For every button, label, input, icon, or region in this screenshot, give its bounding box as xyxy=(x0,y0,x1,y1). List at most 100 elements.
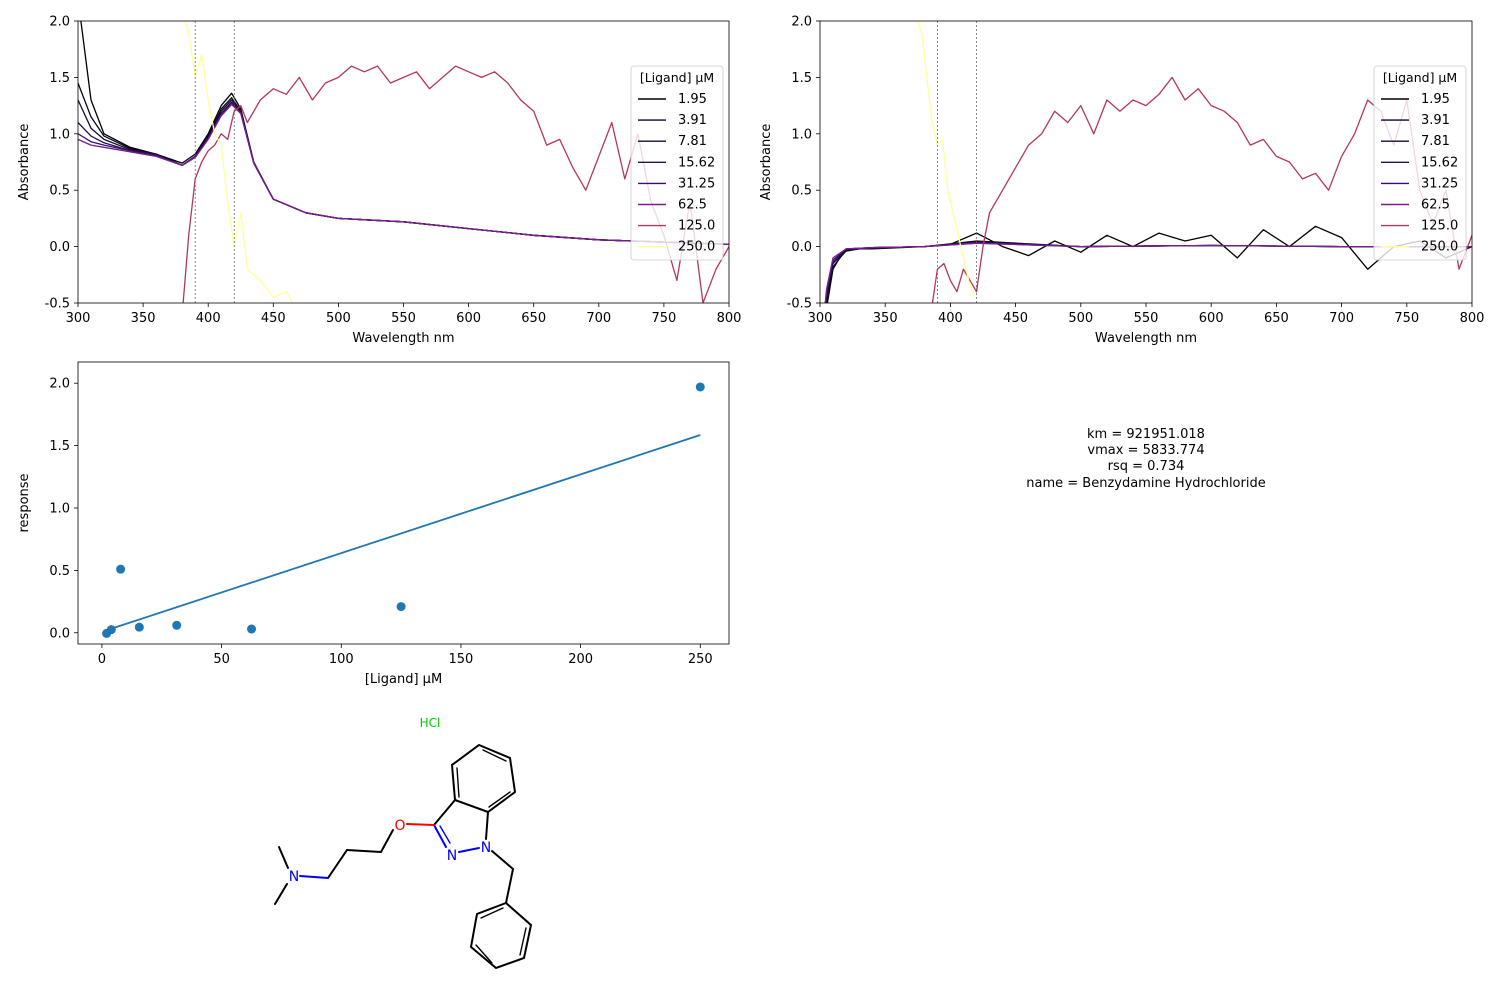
fit-stats: km = 921951.018 vmax = 5833.774 rsq = 0.… xyxy=(1026,427,1265,491)
x-tick-label: 450 xyxy=(261,311,286,326)
bond xyxy=(505,868,514,904)
ring-double-bond xyxy=(488,791,511,808)
nitrogen-atom: N xyxy=(481,840,491,856)
x-tick-label: 300 xyxy=(66,311,91,326)
x-tick-label: 700 xyxy=(586,311,611,326)
fit-line xyxy=(106,434,701,632)
x-axis-label: [Ligand] µM xyxy=(365,672,442,687)
plot-frame xyxy=(77,361,730,645)
data-point xyxy=(396,602,406,612)
x-tick-label: 400 xyxy=(196,311,221,326)
bond xyxy=(274,883,288,905)
nitrogen-atom: N xyxy=(447,848,457,864)
x-tick-label: 400 xyxy=(938,311,963,326)
double-bond xyxy=(439,825,451,844)
x-tick-label: 750 xyxy=(1394,311,1419,326)
legend-entry: 7.81 xyxy=(678,134,707,149)
y-tick-label: 1.5 xyxy=(791,71,812,86)
x-tick-label: 750 xyxy=(651,311,676,326)
x-tick-label: 500 xyxy=(1068,311,1093,326)
y-tick-label: -0.5 xyxy=(787,297,812,312)
y-tick-label: 0.0 xyxy=(791,240,812,255)
legend-entry: 125.0 xyxy=(1421,219,1458,234)
x-tick-label: 550 xyxy=(391,311,416,326)
y-axis-label: Absorbance xyxy=(17,124,32,201)
x-tick-label: 600 xyxy=(1199,311,1224,326)
data-point xyxy=(106,625,116,635)
bond xyxy=(433,824,447,848)
legend-entry: 7.81 xyxy=(1421,134,1450,149)
spectra-plot-corrected: 300 350 400 450 500 550 600 650 700 750 800 -0.5 0.0… xyxy=(759,15,1485,347)
legend-entry: 3.91 xyxy=(678,113,707,128)
compound-name-text: name = Benzydamine Hydrochloride xyxy=(1026,476,1265,491)
legend-entry: 15.62 xyxy=(1421,155,1458,170)
data-point xyxy=(134,622,144,632)
legend-entry: 250.0 xyxy=(678,240,715,255)
y-tick-label: 1.5 xyxy=(49,439,70,454)
ring-double-bond xyxy=(475,944,493,964)
data-point xyxy=(172,620,182,630)
x-tick-label: 0 xyxy=(98,652,106,667)
legend-entry: 3.91 xyxy=(1421,113,1450,128)
series-line-250.0 xyxy=(917,21,975,298)
ring-double-bond xyxy=(480,907,504,919)
data-point xyxy=(695,382,705,392)
legend: [Ligand] µM 1.95 3.91 7.81 15.62 31.25 62.5 125… xyxy=(630,65,724,261)
bond xyxy=(458,847,480,853)
plot-frame xyxy=(77,20,730,304)
y-tick-label: 1.0 xyxy=(49,127,70,142)
y-tick-label: 1.0 xyxy=(49,501,70,516)
legend-entry: 250.0 xyxy=(1421,240,1458,255)
x-tick-label: 50 xyxy=(213,652,230,667)
ring-double-bond xyxy=(456,767,460,798)
y-tick-label: 0.0 xyxy=(49,240,70,255)
legend-entry: 1.95 xyxy=(1421,92,1450,107)
phenyl-ring xyxy=(469,901,533,970)
oxygen-atom: O xyxy=(394,818,405,834)
x-tick-label: 800 xyxy=(717,311,742,326)
bond xyxy=(380,829,394,853)
data-point xyxy=(247,624,257,634)
x-tick-label: 200 xyxy=(568,652,593,667)
y-tick-label: 0.5 xyxy=(49,184,70,199)
x-tick-label: 450 xyxy=(1003,311,1028,326)
km-text: km = 921951.018 xyxy=(1087,427,1205,442)
y-axis-label: Absorbance xyxy=(759,124,774,201)
y-tick-label: 2.0 xyxy=(791,15,812,30)
bond xyxy=(327,849,348,879)
legend-title: [Ligand] µM xyxy=(1383,70,1457,85)
benzo-ring xyxy=(450,743,517,814)
series-line-62.5 xyxy=(824,242,1472,303)
bond xyxy=(406,823,435,826)
plot-frame xyxy=(819,20,1473,304)
series-line-250.0 xyxy=(184,21,294,303)
x-tick-label: 500 xyxy=(326,311,351,326)
y-axis-label: response xyxy=(17,473,32,532)
legend-entry: 15.62 xyxy=(678,155,715,170)
y-tick-label: 0.0 xyxy=(49,626,70,641)
x-tick-label: 800 xyxy=(1460,311,1485,326)
x-tick-label: 550 xyxy=(1134,311,1159,326)
x-tick-label: 700 xyxy=(1329,311,1354,326)
x-tick-label: 650 xyxy=(521,311,546,326)
x-tick-label: 300 xyxy=(808,311,833,326)
x-tick-label: 350 xyxy=(131,311,156,326)
data-point xyxy=(116,564,126,574)
y-tick-label: 1.5 xyxy=(49,71,70,86)
bond xyxy=(346,849,382,853)
binding-curve-plot: 0 50 100 150 200 250 0.0 0.5 1.0 1.5 2.0 [Ligand] µ… xyxy=(17,361,730,687)
bond xyxy=(299,875,329,879)
x-tick-label: 350 xyxy=(873,311,898,326)
ring-double-bond xyxy=(482,749,507,762)
legend-entry: 62.5 xyxy=(678,198,707,213)
y-tick-label: 0.5 xyxy=(49,564,70,579)
vmax-text: vmax = 5833.774 xyxy=(1087,443,1204,458)
legend-entry: 1.95 xyxy=(678,92,707,107)
y-tick-label: 1.0 xyxy=(791,127,812,142)
spectra-plot-raw: 300 350 400 450 500 550 600 650 700 750 800 -0.5 0.0… xyxy=(17,15,742,347)
legend-entry: 31.25 xyxy=(678,176,715,191)
rsq-text: rsq = 0.734 xyxy=(1108,459,1185,474)
legend: [Ligand] µM 1.95 3.91 7.81 15.62 31.25 62.5 125… xyxy=(1373,65,1467,261)
y-tick-label: -0.5 xyxy=(45,297,70,312)
legend-entry: 62.5 xyxy=(1421,198,1450,213)
